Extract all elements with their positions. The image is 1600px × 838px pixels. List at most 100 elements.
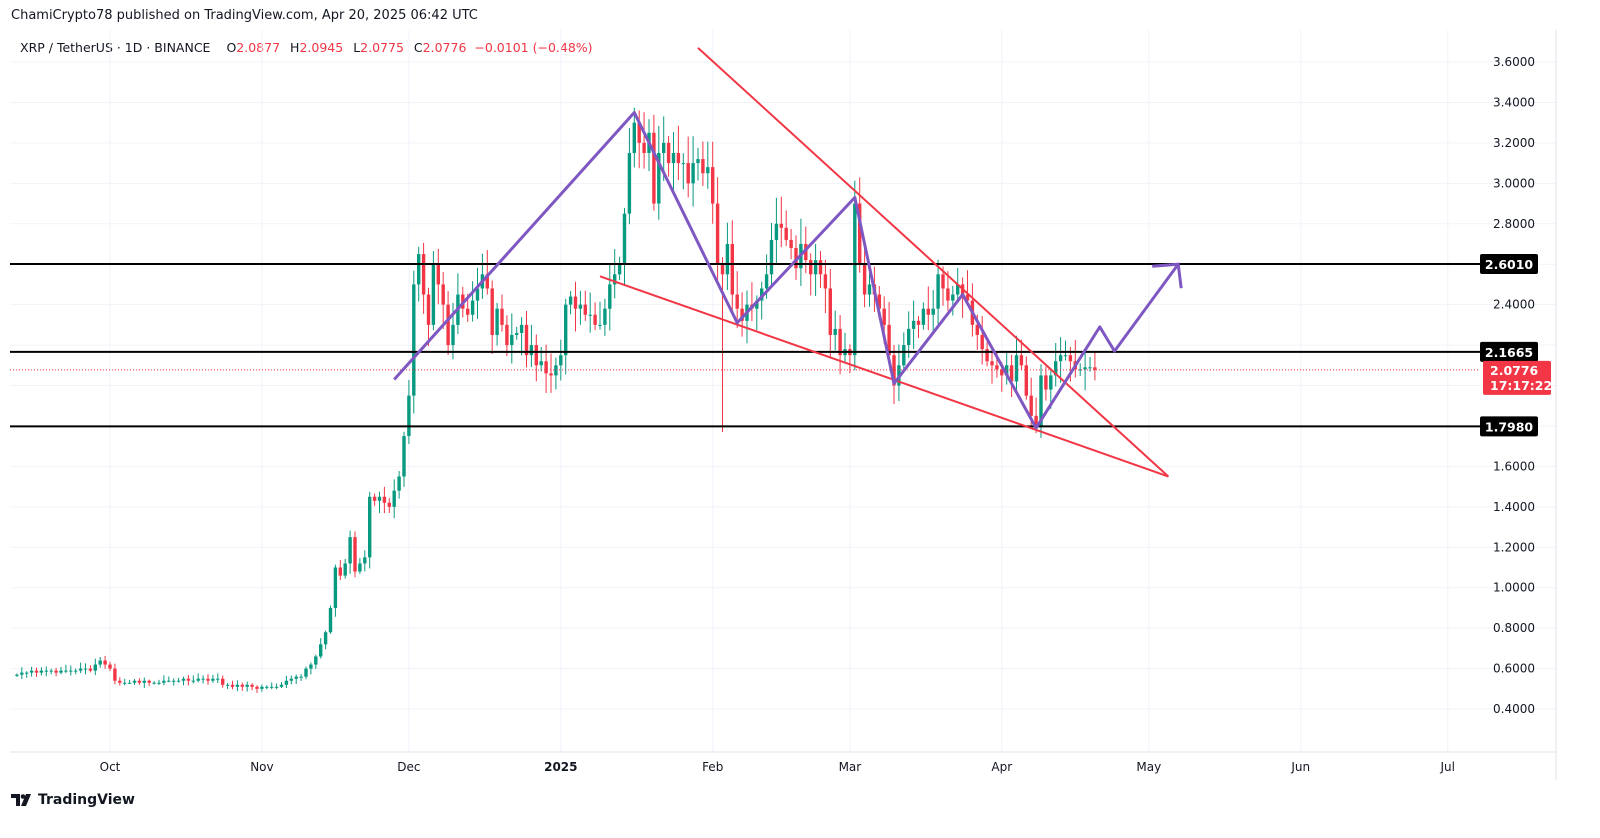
- candle: [598, 301, 602, 330]
- candle: [353, 531, 357, 578]
- candle-body: [309, 664, 313, 669]
- candle: [343, 559, 347, 579]
- open-label: O: [226, 39, 237, 55]
- candle: [29, 666, 34, 677]
- candle-body: [387, 502, 391, 507]
- candle: [250, 683, 254, 691]
- y-tick-label: 0.8000: [1493, 621, 1535, 635]
- candle-body: [838, 328, 842, 356]
- candle-body: [363, 557, 367, 564]
- candle: [294, 674, 298, 685]
- candle-body: [515, 332, 519, 335]
- candle: [363, 550, 367, 572]
- candle: [867, 269, 872, 307]
- candle: [515, 326, 519, 340]
- candle-body: [368, 496, 372, 558]
- candle-body: [784, 227, 788, 240]
- candle: [118, 677, 122, 686]
- candle: [368, 491, 372, 569]
- candle: [279, 682, 284, 688]
- candle-body: [828, 288, 832, 335]
- candle: [485, 250, 489, 295]
- candle-body: [1024, 365, 1028, 396]
- candle-body: [426, 294, 431, 325]
- candle: [392, 479, 396, 519]
- candle: [225, 682, 230, 689]
- tradingview-logo[interactable]: TradingView: [11, 792, 135, 808]
- candle: [750, 282, 754, 322]
- candle: [926, 286, 930, 331]
- candle-body: [436, 264, 440, 285]
- candle-body: [632, 122, 636, 153]
- candle-body: [588, 314, 592, 316]
- candle-body: [559, 355, 563, 366]
- last-price-text: 2.0776: [1490, 363, 1539, 378]
- candle: [588, 292, 592, 333]
- candle-body: [377, 496, 382, 501]
- candle-body: [1029, 395, 1033, 416]
- candle-body: [299, 676, 303, 678]
- candle-body: [181, 678, 186, 681]
- candle: [1024, 356, 1028, 400]
- candle-body: [652, 132, 656, 204]
- candle: [172, 678, 176, 686]
- candle: [671, 132, 676, 193]
- candle: [103, 655, 107, 669]
- candle: [201, 675, 205, 684]
- candle-body: [573, 296, 578, 309]
- candle-body: [662, 142, 666, 153]
- candle: [412, 270, 416, 414]
- candle-body: [147, 680, 151, 683]
- candle: [608, 263, 612, 331]
- candle-body: [1058, 355, 1063, 362]
- candle-body: [813, 260, 818, 275]
- candle: [495, 302, 499, 346]
- candle-body: [706, 167, 710, 174]
- countdown-text: 17:17:22: [1490, 378, 1552, 393]
- candle: [358, 557, 362, 574]
- trendline[interactable]: [697, 47, 1170, 478]
- candle-body: [730, 243, 734, 295]
- candle: [745, 290, 749, 344]
- candle: [157, 679, 161, 686]
- candle: [372, 493, 377, 506]
- candle: [480, 253, 485, 299]
- candle-body: [715, 203, 720, 265]
- candle: [397, 471, 401, 499]
- candle-body: [862, 264, 867, 295]
- candle-body: [137, 680, 142, 683]
- candle: [216, 673, 220, 684]
- candle-body: [1034, 415, 1038, 426]
- candle-body: [877, 294, 881, 309]
- projection-path[interactable]: [393, 111, 1180, 430]
- level-price-text: 2.6010: [1485, 257, 1534, 272]
- candle-body: [172, 680, 176, 682]
- candle: [652, 114, 656, 211]
- candle-body: [617, 264, 622, 275]
- candle-body: [225, 684, 230, 686]
- candle: [1019, 339, 1024, 370]
- candle: [54, 667, 58, 677]
- candle-body: [907, 328, 911, 346]
- horizontal-levels: [10, 262, 1480, 428]
- candle: [524, 310, 529, 368]
- candle: [666, 135, 671, 177]
- candle-body: [701, 159, 705, 174]
- trendline[interactable]: [599, 275, 1169, 478]
- candle-body: [534, 345, 538, 366]
- candle-body: [740, 308, 744, 321]
- candle: [377, 491, 382, 514]
- symbol-name[interactable]: XRP / TetherUS · 1D · BINANCE: [20, 39, 211, 55]
- candle: [88, 665, 93, 673]
- candle-body: [54, 670, 58, 673]
- candle-body: [152, 682, 156, 684]
- candle: [1083, 348, 1087, 391]
- candle: [549, 353, 553, 393]
- candle-body: [789, 239, 793, 249]
- candle-body: [931, 308, 935, 315]
- candle-body: [402, 436, 406, 477]
- candle-body: [1088, 367, 1092, 369]
- candle: [1063, 340, 1068, 361]
